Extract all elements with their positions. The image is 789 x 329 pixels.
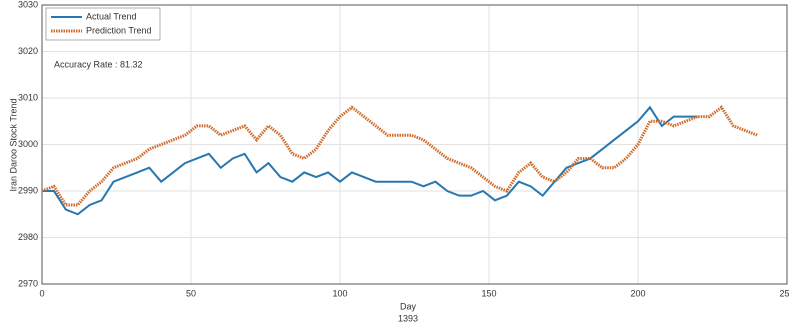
legend-label: Actual Trend (86, 11, 137, 21)
legend-box (45, 7, 161, 41)
x-tick-label: 200 (630, 288, 645, 298)
y-tick-label: 3000 (18, 139, 38, 149)
x-tick-label: 100 (332, 288, 347, 298)
x-tick-label: 0 (39, 288, 44, 298)
x-axis-label: Day (400, 301, 417, 311)
annotation: Accuracy Rate : 81.32 (54, 59, 143, 69)
y-tick-label: 3020 (18, 46, 38, 56)
series-line (42, 105, 698, 216)
y-axis-label: Iran Daroo Stock Trend (8, 98, 18, 191)
series-line (41, 105, 758, 207)
y-tick-label: 3010 (18, 92, 38, 102)
y-tick-label: 3030 (18, 0, 38, 9)
y-tick-label: 2990 (18, 185, 38, 195)
x-tick-label: 250 (779, 288, 789, 298)
y-tick-label: 2980 (18, 232, 38, 242)
plot-frame (41, 4, 788, 285)
x-tick-label: 150 (481, 288, 496, 298)
x-tick-label: 50 (186, 288, 196, 298)
y-tick-label: 2970 (18, 278, 38, 288)
legend-label: Prediction Trend (86, 25, 152, 35)
x-axis-sublabel: 1393 (398, 313, 418, 323)
